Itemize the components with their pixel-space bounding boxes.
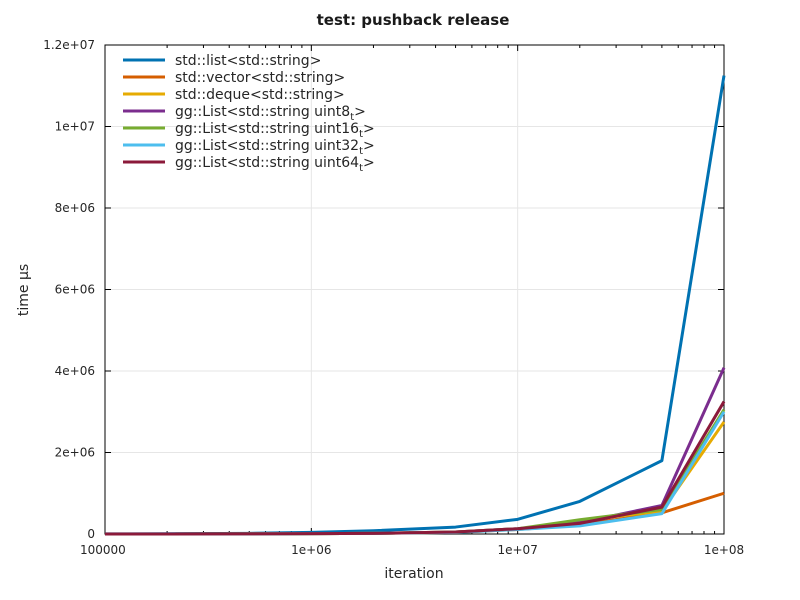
x-tick-label: 1e+07 — [497, 543, 537, 557]
legend-item: gg::List<std::string uint16t> — [123, 121, 375, 140]
series-line — [104, 367, 726, 536]
y-tick-label: 2e+06 — [55, 446, 95, 460]
x-tick-label: 1e+06 — [291, 543, 331, 557]
x-tick-label: 100000 — [80, 543, 126, 557]
legend-item: gg::List<std::string uint8t> — [123, 104, 366, 123]
series-line — [104, 400, 726, 536]
x-axis-label: iteration — [384, 566, 443, 582]
y-tick-label: 6e+06 — [55, 283, 95, 297]
legend-label: std::vector<std::string> — [175, 70, 345, 86]
legend-item: gg::List<std::string uint32t> — [123, 138, 375, 157]
y-tick-label: 1.2e+07 — [43, 38, 95, 52]
grid — [105, 45, 724, 534]
series-lines — [104, 75, 726, 536]
y-tick-label: 8e+06 — [55, 201, 95, 215]
y-tick-label: 4e+06 — [55, 364, 95, 378]
legend-item: std::deque<std::string> — [123, 87, 345, 103]
chart-title: test: pushback release — [317, 11, 510, 29]
legend-label: std::deque<std::string> — [175, 87, 345, 103]
legend-label: std::list<std::string> — [175, 53, 321, 69]
legend: std::list<std::string>std::vector<std::s… — [123, 53, 375, 174]
legend-label: gg::List<std::string uint32t> — [175, 138, 375, 157]
y-tick-label: 1e+07 — [55, 120, 95, 134]
legend-item: std::list<std::string> — [123, 53, 321, 69]
y-axis: 0 2e+06 4e+06 6e+06 8e+06 1e+07 1.2e+07 — [43, 38, 724, 541]
y-tick-label: 0 — [87, 527, 95, 541]
x-tick-label: 1e+08 — [704, 543, 744, 557]
legend-label: gg::List<std::string uint8t> — [175, 104, 366, 123]
legend-item: gg::List<std::string uint64t> — [123, 155, 375, 174]
legend-item: std::vector<std::string> — [123, 70, 345, 86]
y-axis-label: time μs — [16, 264, 32, 316]
legend-label: gg::List<std::string uint16t> — [175, 121, 375, 140]
legend-label: gg::List<std::string uint64t> — [175, 155, 375, 174]
